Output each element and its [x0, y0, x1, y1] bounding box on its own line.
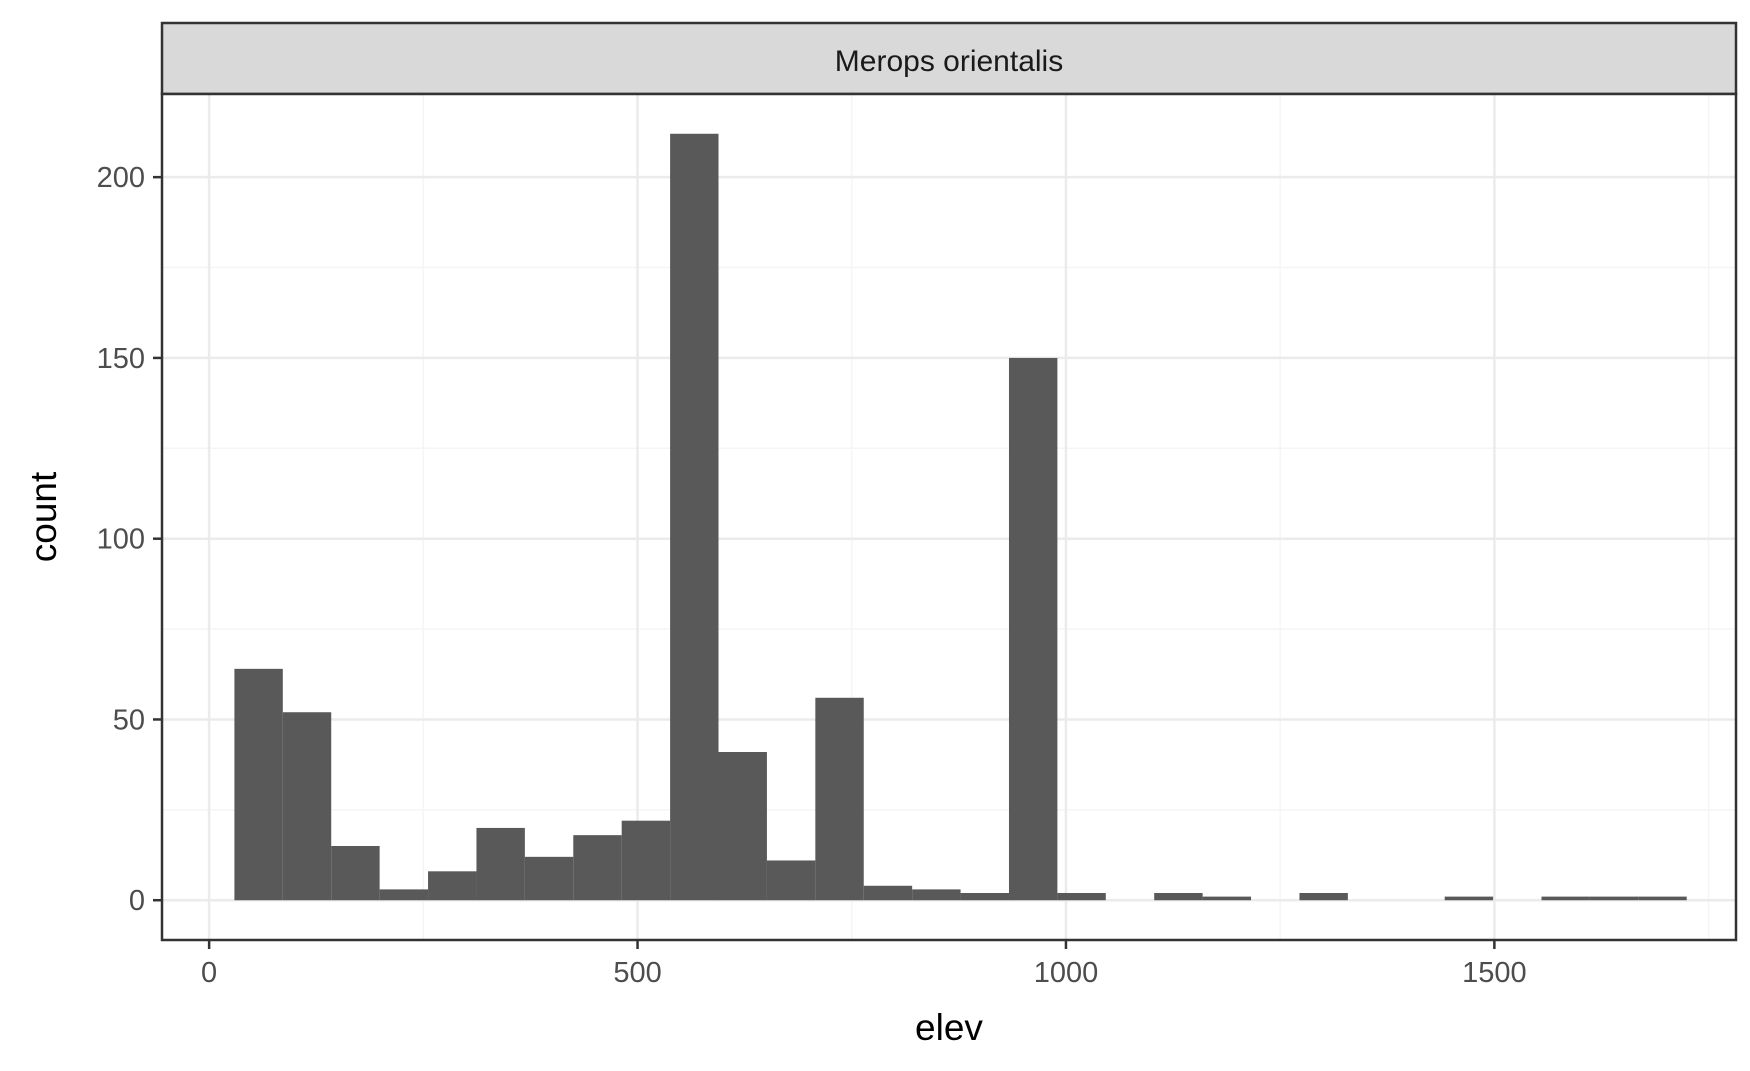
facet-strip-background	[160, 21, 1738, 96]
histogram-bar	[331, 846, 380, 901]
x-tick-label: 0	[201, 957, 217, 989]
x-tick-label: 1500	[1462, 957, 1527, 989]
histogram-bar	[1589, 896, 1639, 901]
y-tick-label: 100	[97, 524, 145, 556]
y-tick-label: 150	[97, 343, 145, 375]
grid-major-lines	[162, 94, 1736, 940]
histogram-bar	[1444, 896, 1494, 901]
facet-strip: Merops orientalis	[160, 21, 1738, 96]
histogram-bar	[573, 835, 622, 901]
histogram-bar	[863, 885, 913, 901]
facet-strip-label: Merops orientalis	[835, 45, 1063, 78]
histogram-bar	[524, 856, 574, 901]
y-axis: 0 50 100 150 200	[97, 162, 162, 917]
histogram-bar	[1638, 896, 1687, 901]
histogram-bars	[234, 133, 1687, 901]
histogram-bar	[1008, 357, 1058, 901]
x-axis: 0 500 1000 1500	[201, 940, 1527, 989]
plot-panel-border	[160, 92, 1738, 942]
histogram-bar	[718, 752, 767, 901]
x-tick-label: 500	[613, 957, 661, 989]
histogram-bar	[476, 827, 525, 901]
histogram-bar	[1299, 893, 1348, 901]
histogram-bar	[815, 697, 864, 901]
histogram-bar	[766, 860, 816, 901]
y-tick-label: 0	[129, 885, 145, 917]
histogram-bar	[428, 871, 477, 901]
histogram-bar	[234, 668, 283, 901]
histogram-bar	[379, 889, 429, 901]
x-axis-title: elev	[915, 1007, 983, 1048]
histogram-bar	[1202, 896, 1252, 901]
histogram-bar	[1057, 893, 1106, 901]
y-tick-label: 200	[97, 162, 145, 194]
histogram-bar	[670, 133, 719, 901]
histogram-bar	[960, 893, 1009, 901]
plot-panel-background	[162, 94, 1736, 940]
x-tick-label: 1000	[1034, 957, 1099, 989]
histogram-bar	[1541, 896, 1590, 901]
y-tick-label: 50	[113, 704, 145, 736]
y-axis-title: count	[23, 471, 64, 562]
histogram-bar	[912, 889, 961, 901]
histogram-bar	[282, 712, 332, 901]
histogram-bar	[621, 820, 671, 901]
histogram-bar	[1154, 893, 1203, 901]
grid-minor-lines	[162, 94, 1736, 940]
